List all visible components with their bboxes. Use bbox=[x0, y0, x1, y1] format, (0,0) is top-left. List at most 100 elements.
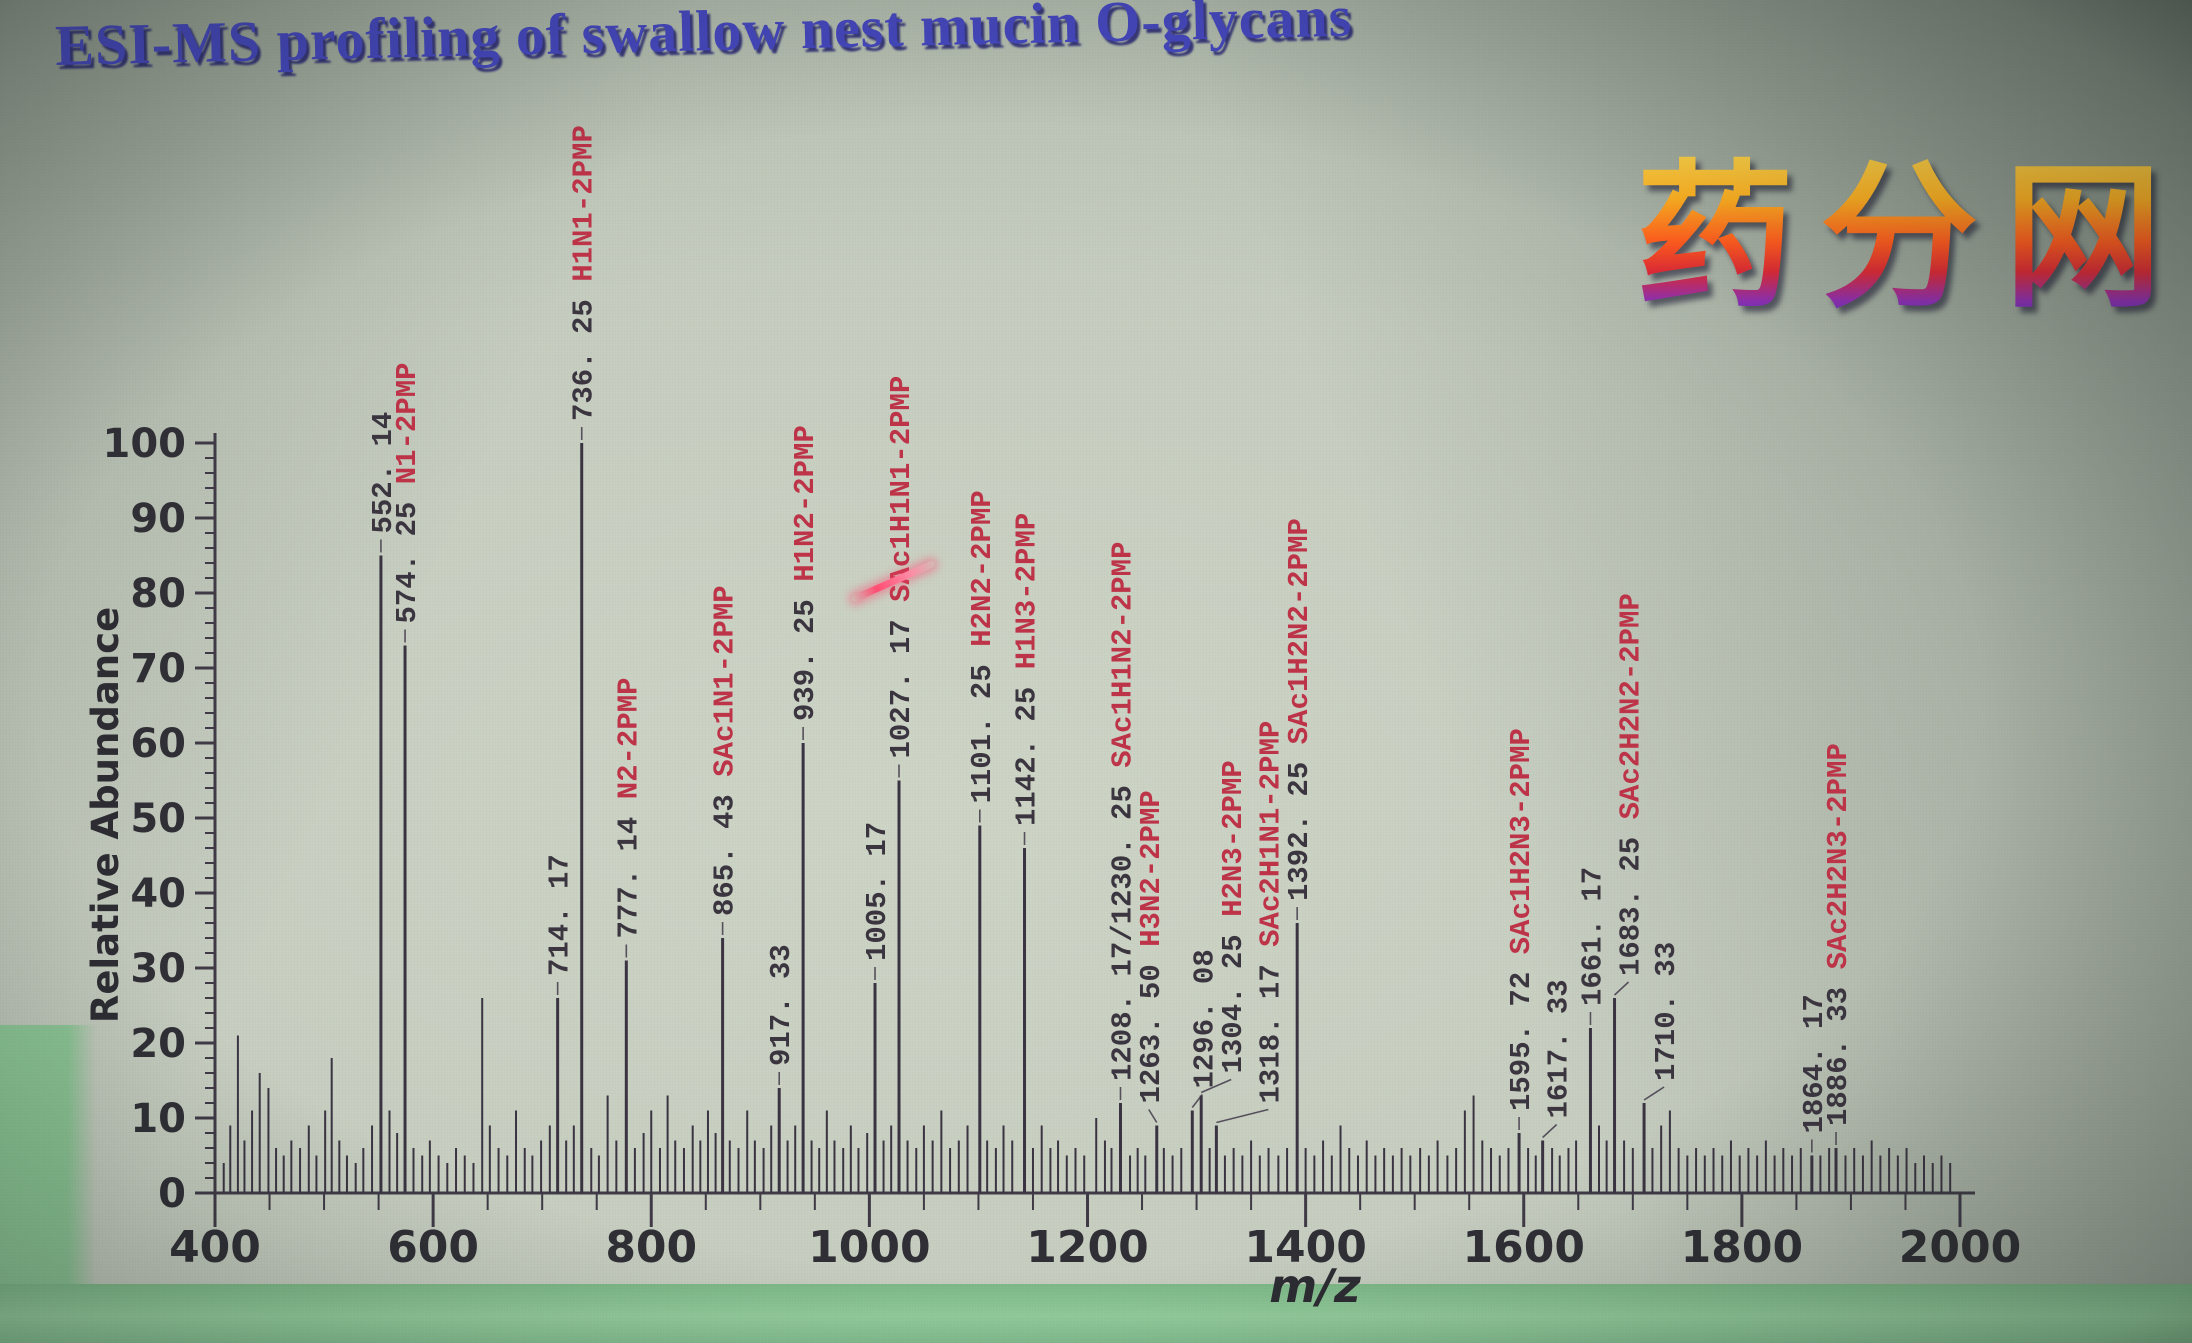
peak-mz-value: 552. 14 bbox=[367, 412, 400, 534]
y-tick-label: 90 bbox=[130, 496, 186, 542]
peak-label: 939. 25 H1N2-2PMP bbox=[789, 425, 822, 721]
peak-glycan-composition: N2-2PMP bbox=[612, 677, 645, 816]
peak-label: 1710. 33 bbox=[1650, 942, 1683, 1081]
y-tick-label: 80 bbox=[130, 571, 186, 617]
peak-mz-value: 1101. 25 bbox=[966, 664, 999, 803]
peak-label-leader-line bbox=[1216, 1108, 1269, 1124]
y-tick-label: 10 bbox=[130, 1096, 186, 1142]
peak-glycan-composition: N1-2PMP bbox=[391, 362, 424, 501]
x-tick-label: 1400 bbox=[1244, 1222, 1366, 1273]
peak-glycan-composition: H2N3-2PMP bbox=[1217, 760, 1250, 934]
peak-mz-value: 736. 25 bbox=[568, 299, 601, 421]
peak-mz-value: 1263. 50 bbox=[1135, 964, 1168, 1103]
peak-mz-value: 1392. 25 bbox=[1283, 762, 1316, 901]
peak-mz-value: 865. 43 bbox=[709, 794, 742, 916]
peak-label-leader-line bbox=[1643, 1086, 1665, 1101]
projection-screen-edge-left bbox=[0, 1025, 96, 1287]
x-axis-title: m/z bbox=[1269, 1259, 1361, 1313]
y-tick-label: 40 bbox=[130, 871, 186, 917]
peak-mz-value: 1005. 17 bbox=[861, 822, 894, 961]
peak-label: 1142. 25 H1N3-2PMP bbox=[1011, 513, 1044, 826]
noise-peaks bbox=[222, 998, 1952, 1193]
peak-glycan-composition: SAc1H2N2-2PMP bbox=[1283, 518, 1316, 762]
peak-mz-value: 574. 25 bbox=[391, 502, 424, 624]
peak-mz-value: 1617. 33 bbox=[1543, 979, 1576, 1118]
y-tick-labels: 0 10 20 30 40 50 60 70 80 90 100 bbox=[103, 421, 187, 1217]
y-tick-label: 60 bbox=[130, 721, 186, 767]
peak-mz-value: 1304. 25 bbox=[1217, 934, 1250, 1073]
peak-glycan-composition: H1N1-2PMP bbox=[568, 125, 601, 299]
peak-label: 917. 33 bbox=[765, 944, 798, 1066]
y-axis-title: Relative Abundance bbox=[84, 607, 127, 1023]
peak-mz-value: 714. 17 bbox=[544, 854, 577, 976]
peak-mz-value: 917. 33 bbox=[765, 944, 798, 1066]
x-tick-label: 400 bbox=[169, 1222, 261, 1273]
projection-screen-edge-bottom bbox=[0, 1284, 2192, 1343]
peak-label: 574. 25 N1-2PMP bbox=[391, 362, 424, 623]
peak-label: 1318. 17 SAc2H1N1-2PMP bbox=[1254, 721, 1287, 1104]
peak-mz-value: 777. 14 bbox=[612, 817, 645, 939]
y-tick-label: 20 bbox=[130, 1021, 186, 1067]
peak-label: 1617. 33 bbox=[1543, 979, 1576, 1118]
peak-glycan-composition: SAc1N1-2PMP bbox=[709, 585, 742, 794]
peak-glycan-composition: SAc2H2N2-2PMP bbox=[1615, 593, 1648, 837]
peak-label: 1661. 17 bbox=[1576, 867, 1609, 1006]
y-tick-label: 50 bbox=[130, 796, 186, 842]
peak-label: 1296. 08 bbox=[1188, 949, 1221, 1088]
peak-label: 1886. 33 SAc2H2N3-2PMP bbox=[1822, 743, 1855, 1126]
peak-mz-value: 1710. 33 bbox=[1650, 942, 1683, 1081]
peak-mz-value: 1318. 17 bbox=[1254, 964, 1287, 1103]
peak-label: 1263. 50 H3N2-2PMP bbox=[1135, 790, 1168, 1103]
peak-mz-value: 1864. 17 bbox=[1798, 994, 1831, 1133]
y-tick-label: 100 bbox=[103, 421, 187, 467]
peak-label: 1027. 17 SAc1H1N1-2PMP bbox=[885, 376, 918, 759]
x-tick-label: 1200 bbox=[1026, 1222, 1148, 1273]
peak-label: 736. 25 H1N1-2PMP bbox=[568, 125, 601, 421]
peak-label: 865. 43 SAc1N1-2PMP bbox=[709, 585, 742, 916]
y-axis-ticks bbox=[195, 441, 215, 1195]
peak-label: 1864. 17 bbox=[1798, 994, 1831, 1133]
peak-mz-value: 1595. 72 bbox=[1505, 972, 1538, 1111]
peak-mz-value: 1886. 33 bbox=[1822, 987, 1855, 1126]
peak-label: 777. 14 N2-2PMP bbox=[612, 677, 645, 938]
peak-label-leader-line bbox=[1200, 1078, 1232, 1094]
y-tick-label: 0 bbox=[158, 1171, 186, 1217]
peak-label-leader-line bbox=[1614, 981, 1630, 996]
peak-mz-value: 1661. 17 bbox=[1576, 867, 1609, 1006]
peak-label: 1304. 25 H2N3-2PMP bbox=[1217, 760, 1250, 1073]
peak-label: 1595. 72 SAc1H2N3-2PMP bbox=[1505, 728, 1538, 1111]
y-tick-label: 30 bbox=[130, 946, 186, 992]
x-tick-label: 800 bbox=[605, 1222, 697, 1273]
peak-glycan-composition: SAc1H1N2-2PMP bbox=[1106, 542, 1139, 786]
x-axis-ticks bbox=[213, 1193, 1962, 1227]
peak-mz-value: 939. 25 bbox=[789, 599, 822, 721]
peak-glycan-composition: SAc2H1N1-2PMP bbox=[1254, 721, 1287, 965]
peak-glycan-composition: H2N2-2PMP bbox=[966, 490, 999, 664]
peak-mz-value: 1142. 25 bbox=[1011, 687, 1044, 826]
peak-glycan-composition: H1N2-2PMP bbox=[789, 425, 822, 599]
peak-label: 1005. 17 bbox=[861, 822, 894, 961]
y-tick-label: 70 bbox=[130, 646, 186, 692]
watermark-yaofenwang: 药分网 bbox=[1636, 146, 2188, 330]
x-tick-label: 1800 bbox=[1681, 1222, 1803, 1273]
peak-label: 1683. 25 SAc2H2N2-2PMP bbox=[1615, 593, 1648, 976]
peak-mz-value: 1683. 25 bbox=[1615, 837, 1648, 976]
peak-label: 1101. 25 H2N2-2PMP bbox=[966, 490, 999, 803]
peak-label: 1392. 25 SAc1H2N2-2PMP bbox=[1283, 518, 1316, 901]
x-tick-label: 2000 bbox=[1899, 1222, 2021, 1273]
peak-mz-value: 1208. 17/1230. 25 bbox=[1106, 785, 1139, 1081]
peak-glycan-composition: H3N2-2PMP bbox=[1135, 790, 1168, 964]
x-tick-label: 600 bbox=[387, 1222, 479, 1273]
peak-glycan-composition: SAc1H2N3-2PMP bbox=[1505, 728, 1538, 972]
peak-mz-value: 1296. 08 bbox=[1188, 949, 1221, 1088]
peak-label: 714. 17 bbox=[544, 854, 577, 976]
peak-label: 552. 14 bbox=[367, 412, 400, 534]
peak-glycan-composition: SAc2H2N3-2PMP bbox=[1822, 743, 1855, 987]
peak-label: 1208. 17/1230. 25 SAc1H1N2-2PMP bbox=[1106, 542, 1139, 1082]
x-tick-labels: 400 600 800 1000 1200 1400 1600 1800 2000 bbox=[169, 1222, 2021, 1273]
peak-label-leader-line bbox=[1542, 1123, 1558, 1139]
peak-mz-value: 1027. 17 bbox=[885, 619, 918, 758]
